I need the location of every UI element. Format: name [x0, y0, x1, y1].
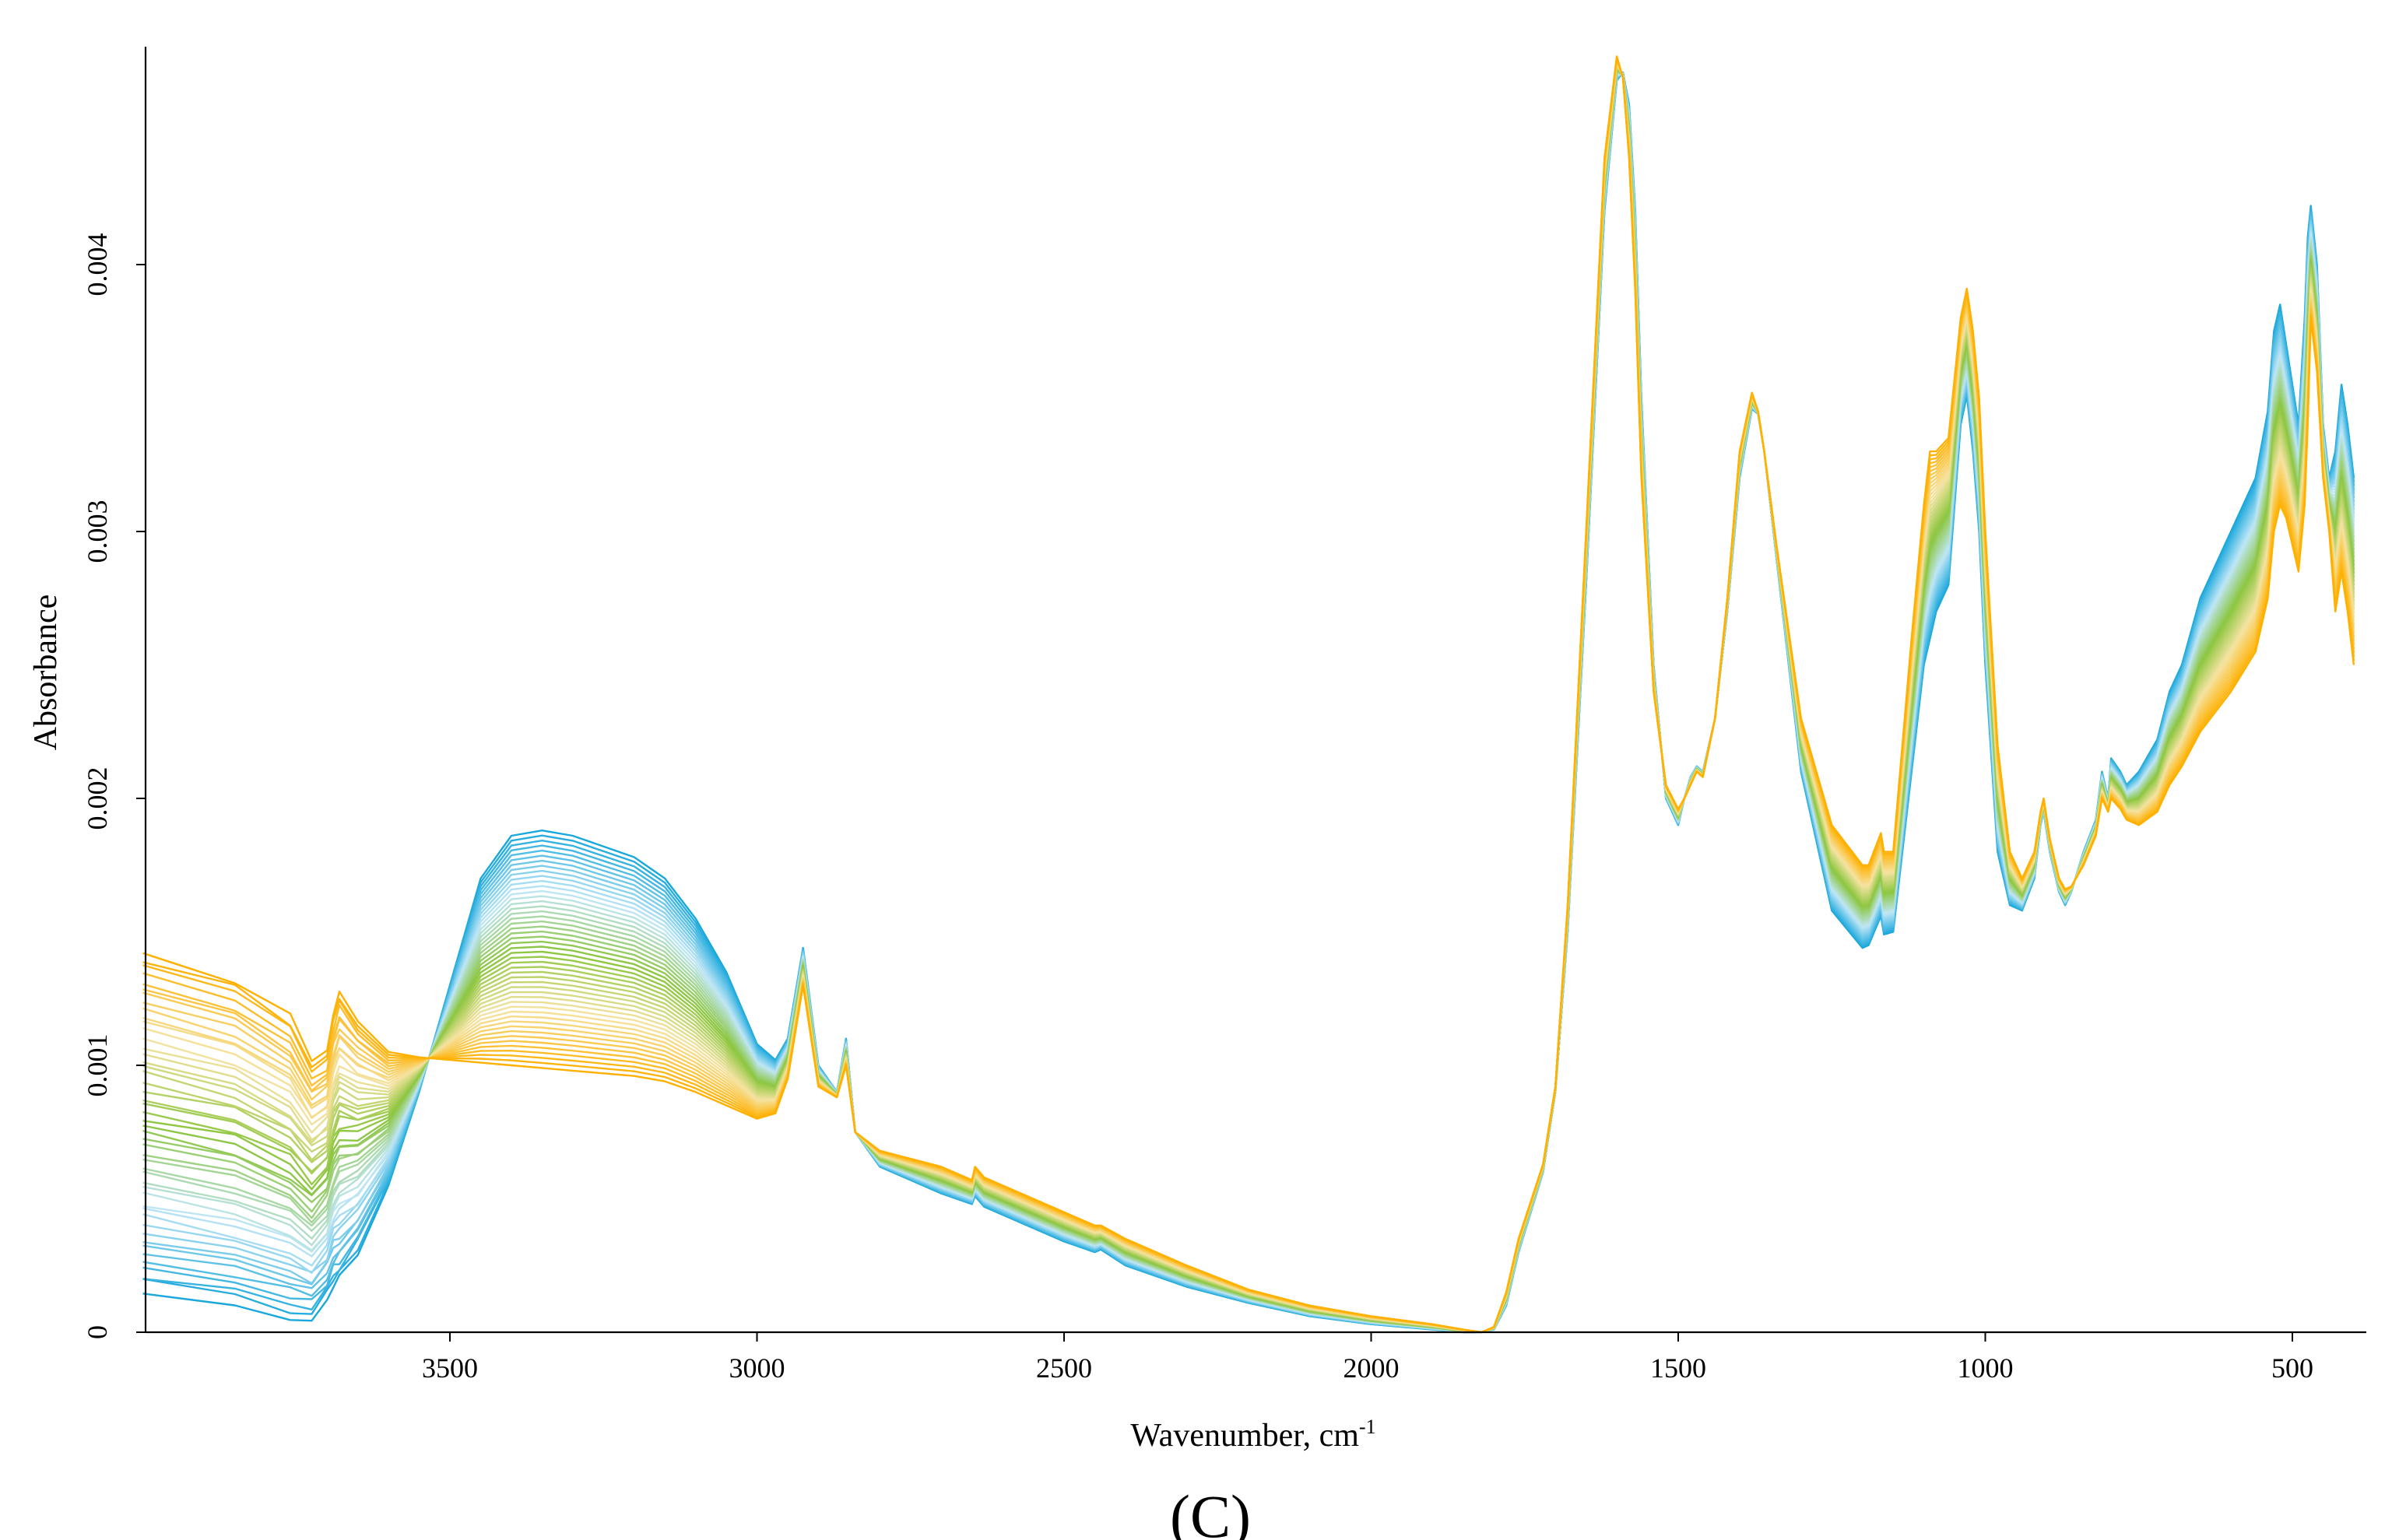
y-tick-label: 0.003	[82, 500, 113, 563]
x-axis-title-text: Wavenumber, cm	[1130, 1418, 1359, 1454]
spectrum-line	[142, 72, 2355, 1334]
spectrum-line	[142, 68, 2355, 1334]
spectrum-line	[142, 68, 2355, 1334]
x-axis-title: Wavenumber, cm-1	[1130, 1415, 1375, 1454]
spectrum-line	[142, 65, 2355, 1334]
spectrum-line	[142, 64, 2355, 1334]
spectrum-line	[142, 69, 2355, 1334]
spectrum-line	[142, 69, 2355, 1334]
spectrum-line	[142, 57, 2355, 1334]
spectrum-line	[142, 72, 2355, 1334]
x-tick-label: 3000	[729, 1352, 785, 1384]
x-tick-label: 1000	[1958, 1352, 2014, 1384]
spectrum-line	[142, 55, 2355, 1334]
y-tick-label: 0.004	[82, 233, 113, 296]
spectrum-line	[142, 70, 2355, 1334]
y-axis-title: Absorbance	[28, 595, 64, 751]
x-tick-label: 2000	[1344, 1352, 1400, 1384]
spectrum-line	[142, 68, 2355, 1334]
x-ticks-group: 3500 3000 2500 2000 1500 1000 500	[422, 1332, 2313, 1384]
spectrum-line	[142, 72, 2355, 1334]
spectrum-line	[142, 63, 2355, 1334]
spectrum-line	[142, 58, 2355, 1334]
spectrum-line	[142, 58, 2355, 1334]
y-tick-label: 0	[82, 1325, 113, 1339]
spectrum-line	[142, 61, 2355, 1334]
spectrum-line	[142, 58, 2355, 1334]
spectrum-line	[142, 55, 2355, 1334]
spectrum-line	[142, 61, 2355, 1334]
panel-label: (C)	[1170, 1482, 1251, 1540]
spectrum-line	[142, 65, 2355, 1334]
spectrum-line	[142, 67, 2355, 1334]
spectrum-line	[142, 72, 2355, 1334]
spectrum-line	[142, 66, 2355, 1334]
spectrum-line	[142, 72, 2355, 1334]
spectrum-line	[142, 72, 2355, 1334]
y-tick-label: 0.002	[82, 767, 113, 830]
spectrum-line	[142, 72, 2355, 1334]
x-axis-title-superscript: -1	[1359, 1415, 1376, 1438]
spectrum-line	[142, 72, 2355, 1334]
spectrum-line	[142, 61, 2355, 1334]
spectrum-line	[142, 72, 2355, 1334]
spectrum-line	[142, 60, 2355, 1334]
spectrum-line	[142, 71, 2355, 1334]
spectrum-line	[142, 60, 2355, 1334]
spectrum-line	[142, 59, 2355, 1334]
spectrum-line	[142, 72, 2355, 1334]
spectrum-line	[142, 72, 2355, 1334]
spectrum-line	[142, 63, 2355, 1334]
spectrum-line	[142, 66, 2355, 1334]
spectra-series-group	[142, 55, 2355, 1334]
spectrum-line	[142, 65, 2355, 1334]
spectrum-line	[142, 72, 2355, 1334]
spectrum-line	[142, 71, 2355, 1334]
spectrum-line	[142, 72, 2355, 1334]
y-ticks-group: 0 0.001 0.002 0.003 0.004	[82, 233, 146, 1339]
spectrum-line	[142, 57, 2355, 1334]
x-tick-label: 1500	[1650, 1352, 1706, 1384]
x-tick-label: 500	[2271, 1352, 2313, 1384]
spectrum-line	[142, 72, 2355, 1334]
y-tick-label: 0.001	[82, 1034, 113, 1097]
spectrum-line	[142, 72, 2355, 1334]
spectrum-line	[142, 71, 2355, 1334]
spectrum-line	[142, 56, 2355, 1334]
x-tick-label: 2500	[1036, 1352, 1092, 1384]
axes-group	[144, 47, 2366, 1334]
x-tick-label: 3500	[422, 1352, 478, 1384]
spectrum-line	[142, 62, 2355, 1334]
